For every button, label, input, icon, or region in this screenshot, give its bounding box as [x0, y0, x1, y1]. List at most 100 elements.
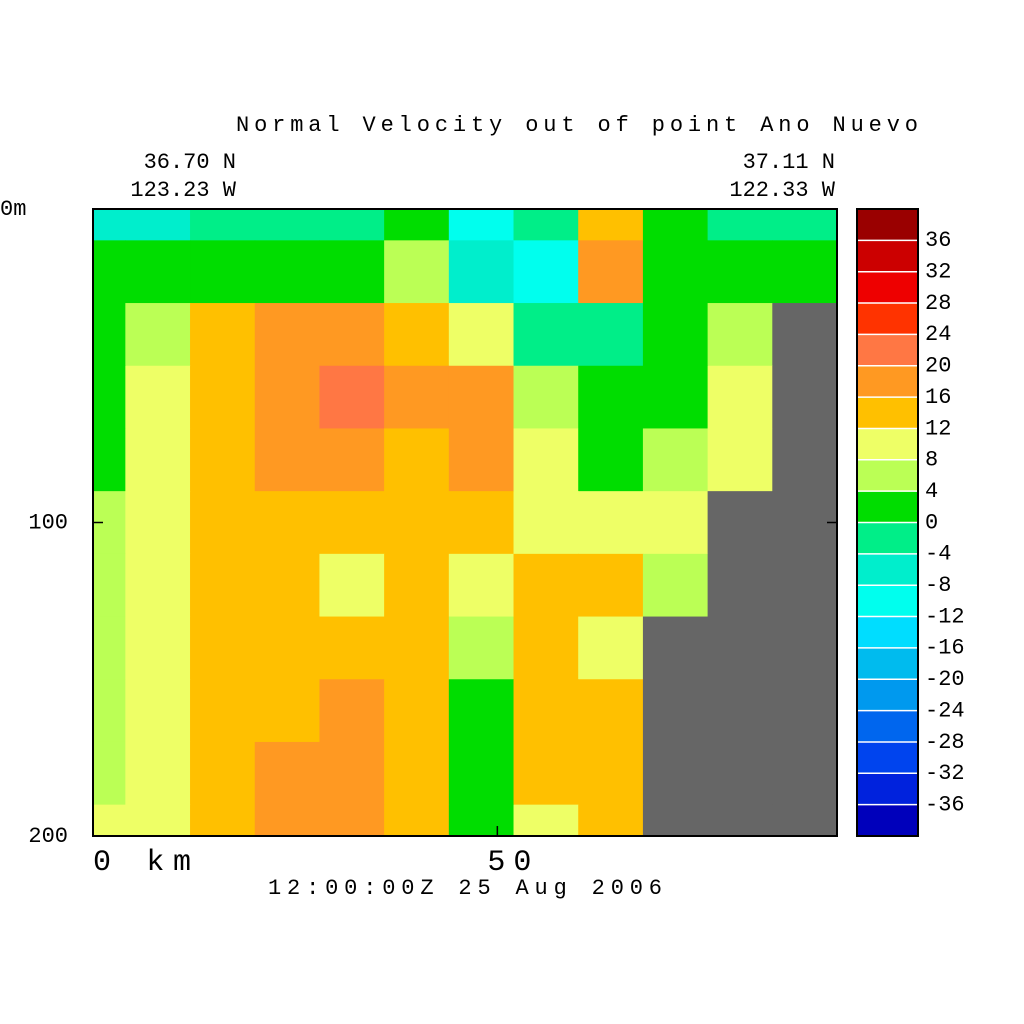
colorbar-label: -28 — [925, 730, 965, 755]
field-cell — [254, 303, 320, 367]
field-cell — [448, 616, 515, 680]
colorbar-label: 8 — [925, 448, 938, 473]
field-cell — [384, 428, 450, 492]
colorbar-band — [857, 679, 918, 712]
field-cell — [93, 209, 126, 241]
field-cell — [93, 804, 126, 837]
field-cell — [125, 209, 191, 241]
field-cell — [384, 679, 450, 743]
field-cell — [254, 240, 320, 304]
field-cell — [642, 428, 709, 492]
field-cell — [190, 303, 256, 367]
field-cell — [93, 553, 126, 618]
field-cell — [125, 741, 191, 806]
field-cell — [578, 303, 644, 367]
colorbar-band — [857, 710, 918, 743]
field-cell — [190, 491, 256, 555]
colorbar-label: 28 — [925, 291, 951, 316]
field-cell — [707, 365, 773, 429]
field-cell — [513, 741, 579, 806]
field-cell — [513, 491, 579, 555]
colorbar-band — [857, 240, 918, 273]
field-cell — [384, 365, 450, 429]
field-cell — [707, 240, 773, 304]
field-cell — [93, 365, 126, 429]
land-cell — [772, 428, 838, 492]
colorbar-band — [857, 741, 918, 774]
field-cell — [384, 804, 450, 837]
field-cell — [319, 741, 385, 806]
field-cell — [513, 679, 579, 743]
field-cell — [448, 679, 515, 743]
colorbar-label: -20 — [925, 667, 965, 692]
field-cell — [642, 303, 709, 367]
corner-label: 123.23 W — [130, 178, 236, 203]
colorbar-band — [857, 585, 918, 618]
colorbar-band — [857, 428, 918, 461]
field-cell — [448, 303, 515, 367]
field-cell — [190, 741, 256, 806]
colorbar-label: 36 — [925, 228, 951, 253]
field-cell — [642, 491, 709, 555]
field-cell — [254, 491, 320, 555]
land-cell — [707, 679, 773, 743]
colorbar-label: -4 — [925, 542, 951, 567]
field-cell — [319, 679, 385, 743]
colorbar-band — [857, 397, 918, 429]
land-cell — [707, 553, 773, 618]
field-cell — [772, 240, 838, 304]
colorbar-band — [857, 303, 918, 335]
field-cell — [319, 365, 385, 429]
field-cell — [578, 804, 644, 837]
field-cell — [319, 240, 385, 304]
field-cell — [578, 428, 644, 492]
colorbar-band — [857, 616, 918, 649]
field-cell — [448, 428, 515, 492]
field-cell — [384, 303, 450, 367]
colorbar-label: -36 — [925, 792, 965, 817]
land-cell — [642, 616, 709, 680]
land-cell — [707, 741, 773, 806]
colorbar-label: -24 — [925, 698, 965, 723]
colorbar-band — [857, 773, 918, 806]
colorbar-band — [857, 459, 918, 492]
land-cell — [642, 679, 709, 743]
field-cell — [448, 365, 515, 429]
field-cell — [513, 240, 579, 304]
land-cell — [772, 491, 838, 555]
field-cell — [513, 616, 579, 680]
land-cell — [642, 804, 709, 837]
field-cell — [125, 616, 191, 680]
field-cell — [190, 365, 256, 429]
field-cell — [384, 616, 450, 680]
y-tick-label: 0m — [0, 197, 26, 222]
field-cell — [93, 679, 126, 743]
field-cell — [448, 240, 515, 304]
corner-label: 36.70 N — [144, 150, 236, 175]
colorbar-label: 24 — [925, 322, 951, 347]
field-cell — [448, 804, 515, 837]
field-cell — [578, 209, 644, 241]
field-cell — [578, 240, 644, 304]
field-cell — [190, 209, 256, 241]
colorbar-band — [857, 271, 918, 304]
corner-label: 37.11 N — [743, 150, 835, 175]
field-cell — [772, 209, 838, 241]
field-cell — [125, 428, 191, 492]
colorbar-label: -12 — [925, 604, 965, 629]
field-cell — [513, 209, 579, 241]
y-tick-label: 100 — [28, 510, 68, 535]
field-cell — [125, 303, 191, 367]
field-cell — [254, 365, 320, 429]
field-cell — [319, 209, 385, 241]
field-cell — [190, 804, 256, 837]
colorbar-band — [857, 491, 918, 523]
colorbar-band — [857, 553, 918, 586]
field-cell — [707, 428, 773, 492]
field-cell — [384, 491, 450, 555]
colorbar-frame — [856, 208, 919, 837]
field-cell — [513, 553, 579, 618]
colorbar-label: 4 — [925, 479, 938, 504]
